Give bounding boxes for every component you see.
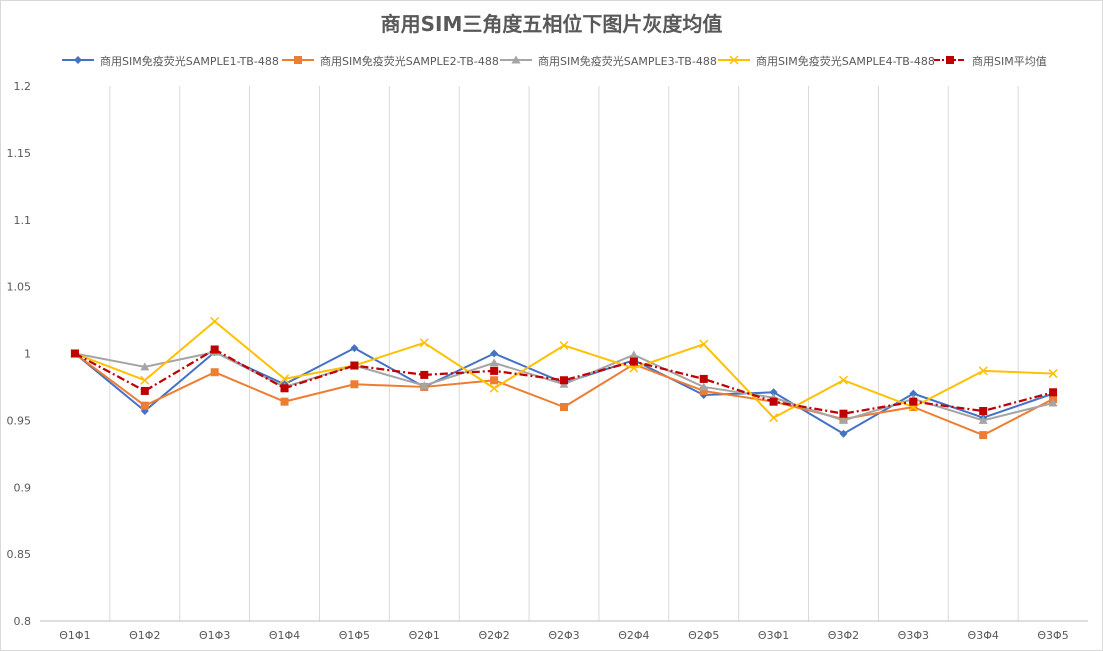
series-line	[74, 347, 1054, 435]
series-1	[70, 344, 1058, 438]
data-point	[1049, 388, 1058, 397]
legend-marker	[511, 55, 521, 64]
data-point	[140, 401, 149, 410]
y-tick-label: 0.85	[7, 548, 32, 561]
legend-label: 商用SIM免疫荧光SAMPLE4-TB-488	[756, 55, 935, 68]
data-point	[909, 389, 918, 398]
data-point	[559, 340, 569, 351]
data-point	[769, 388, 778, 397]
data-point	[140, 386, 149, 395]
data-point	[909, 397, 918, 406]
series-3	[70, 347, 1058, 424]
y-tick-label: 1.05	[7, 281, 32, 294]
data-point	[489, 383, 499, 393]
data-point	[979, 431, 988, 440]
data-point	[350, 380, 359, 389]
legend-swatch	[500, 55, 532, 64]
data-point	[838, 415, 848, 424]
x-tick-label: Θ2Φ3	[548, 629, 579, 642]
legend-swatch	[718, 55, 750, 65]
x-tick-label: Θ3Φ1	[758, 629, 789, 642]
data-point	[489, 358, 499, 367]
data-point	[210, 316, 220, 326]
data-point	[629, 363, 639, 373]
data-point	[350, 361, 359, 370]
x-tick-label: Θ3Φ2	[828, 629, 859, 642]
x-tick-label: Θ1Φ3	[199, 629, 230, 642]
legend-swatch	[62, 56, 94, 64]
data-point	[560, 376, 568, 385]
x-tick-label: Θ3Φ4	[968, 629, 999, 642]
legend-label: 商用SIM免疫荧光SAMPLE2-TB-488	[320, 55, 499, 68]
legend-marker	[74, 56, 82, 64]
legend-marker	[946, 56, 954, 64]
data-point	[490, 349, 499, 358]
data-point	[979, 407, 988, 416]
series-2	[70, 349, 1058, 440]
series-line	[74, 352, 1054, 437]
x-tick-label: Θ3Φ3	[898, 629, 929, 642]
x-tick-label: Θ3Φ5	[1037, 629, 1068, 642]
data-point	[140, 362, 150, 371]
data-point	[70, 349, 79, 358]
legend-swatch	[282, 56, 314, 64]
data-point	[1048, 369, 1058, 379]
x-tick-label: Θ1Φ2	[129, 629, 160, 642]
legend-label: 商用SIM平均值	[972, 55, 1047, 68]
data-point	[419, 338, 429, 348]
y-tick-label: 1.2	[14, 80, 32, 93]
legend-marker	[294, 56, 302, 64]
data-point	[280, 384, 289, 393]
legend-label: 商用SIM免疫荧光SAMPLE1-TB-488	[100, 55, 279, 68]
y-tick-label: 1.1	[14, 214, 32, 227]
data-point	[629, 350, 639, 359]
y-tick-label: 0.8	[14, 615, 32, 628]
series-5	[70, 345, 1058, 418]
legend-swatch	[934, 56, 966, 64]
data-point	[490, 366, 499, 375]
y-tick-label: 1	[24, 348, 31, 361]
data-point	[210, 345, 219, 354]
x-tick-label: Θ1Φ4	[269, 629, 300, 642]
legend: 商用SIM免疫荧光SAMPLE1-TB-488 商用SIM免疫荧光SAMPLE2-…	[0, 50, 1103, 70]
data-point	[490, 376, 499, 385]
data-point	[280, 397, 289, 406]
data-point	[699, 339, 709, 349]
series-4	[70, 316, 1058, 423]
data-point	[1048, 398, 1058, 407]
y-tick-label: 1.15	[7, 147, 32, 160]
x-tick-label: Θ2Φ1	[409, 629, 440, 642]
data-point	[629, 357, 638, 366]
x-tick-label: Θ2Φ5	[688, 629, 719, 642]
data-point	[839, 429, 848, 438]
data-point	[560, 403, 568, 411]
data-point	[350, 344, 359, 353]
chart-title: 商用SIM三角度五相位下图片灰度均值	[380, 12, 723, 36]
x-tick-label: Θ2Φ2	[478, 629, 509, 642]
data-point	[839, 409, 848, 418]
data-point	[140, 375, 150, 385]
data-point	[420, 370, 429, 379]
x-tick-label: Θ1Φ1	[59, 629, 90, 642]
data-point	[769, 413, 779, 423]
data-point	[699, 382, 709, 391]
data-point	[978, 366, 988, 376]
data-point	[769, 397, 778, 406]
data-point	[210, 368, 219, 377]
data-point	[978, 415, 988, 424]
y-tick-label: 0.95	[7, 414, 32, 427]
legend-marker	[729, 55, 739, 65]
legend-label: 商用SIM免疫荧光SAMPLE3-TB-488	[538, 55, 717, 68]
x-tick-label: Θ1Φ5	[339, 629, 370, 642]
y-tick-label: 0.9	[14, 481, 32, 494]
data-point	[280, 374, 290, 384]
data-point	[699, 386, 708, 395]
data-point	[699, 374, 708, 383]
x-tick-label: Θ2Φ4	[618, 629, 649, 642]
data-point	[419, 381, 429, 390]
data-point	[838, 375, 848, 385]
